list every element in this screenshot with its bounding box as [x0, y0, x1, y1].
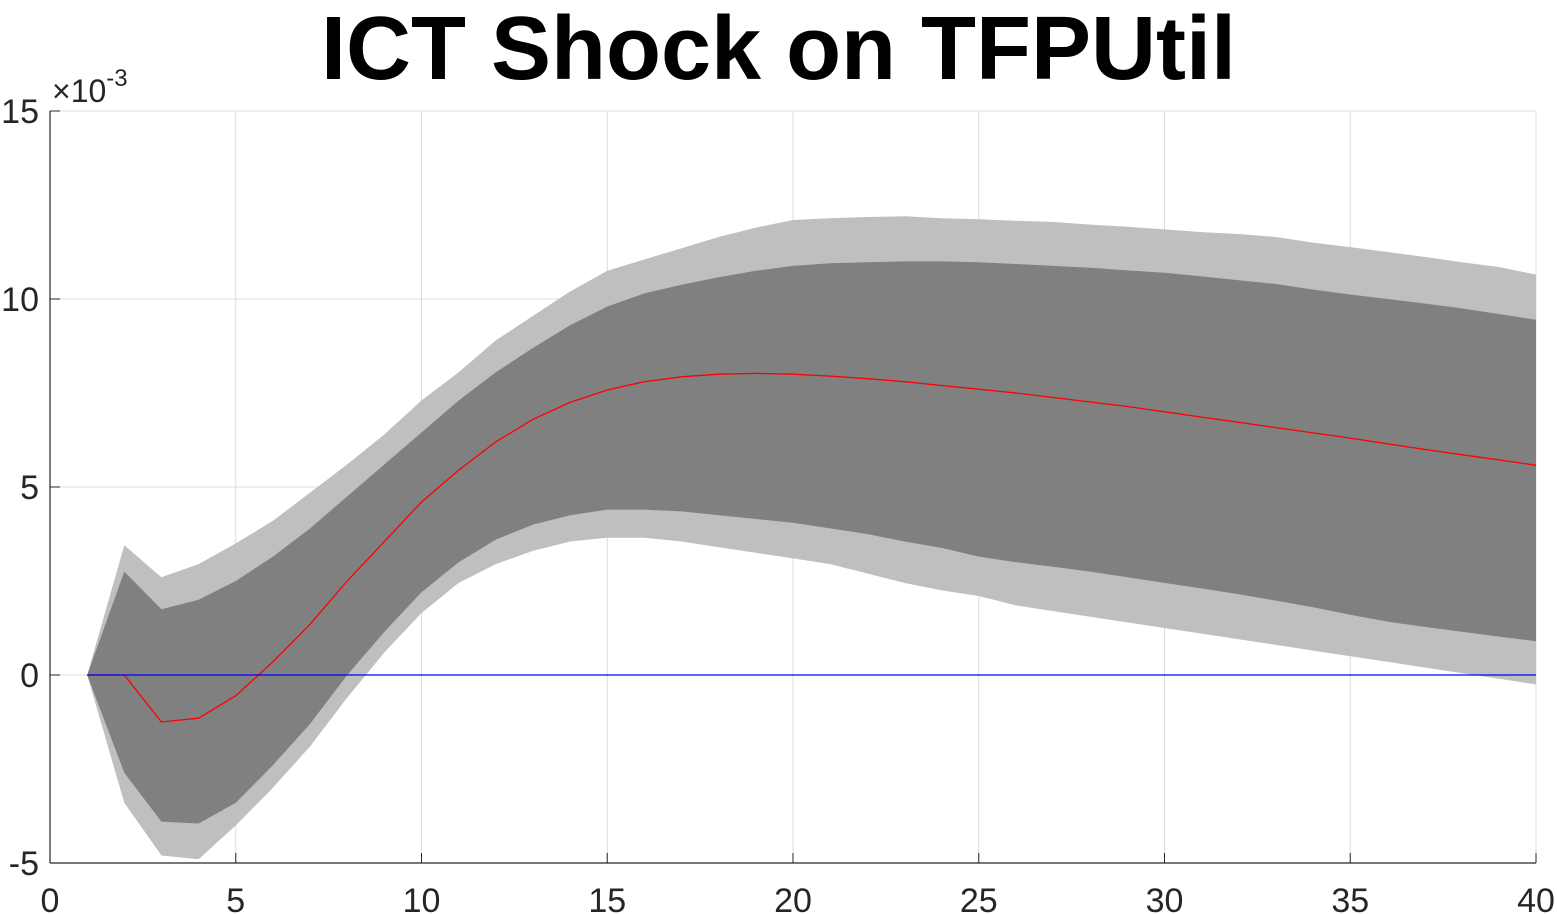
y-tick-label: 15 — [1, 93, 39, 131]
x-tick-label: 35 — [1331, 882, 1369, 914]
y-tick-label: 0 — [20, 657, 39, 695]
x-tick-label: 25 — [960, 882, 998, 914]
x-tick-label: 0 — [41, 882, 60, 914]
series-lines — [87, 372, 1537, 723]
inner-confidence-band — [87, 261, 1537, 824]
confidence-bands — [87, 216, 1537, 860]
y-tick-label: -5 — [9, 845, 39, 883]
x-tick-label: 5 — [226, 882, 245, 914]
axes — [49, 110, 1537, 864]
x-tick-label: 10 — [403, 882, 441, 914]
y-tick-label: 10 — [1, 281, 39, 319]
chart-title: ICT Shock on TFPUtil — [321, 0, 1236, 99]
x-tick-label: 40 — [1517, 882, 1555, 914]
impulse-response-line — [87, 372, 1537, 723]
x-tick-label: 30 — [1146, 882, 1184, 914]
y-tick-label: 5 — [20, 469, 39, 507]
y-exponent-label: ×10-3 — [52, 65, 128, 109]
x-tick-label: 20 — [774, 882, 812, 914]
x-tick-label: 15 — [588, 882, 626, 914]
